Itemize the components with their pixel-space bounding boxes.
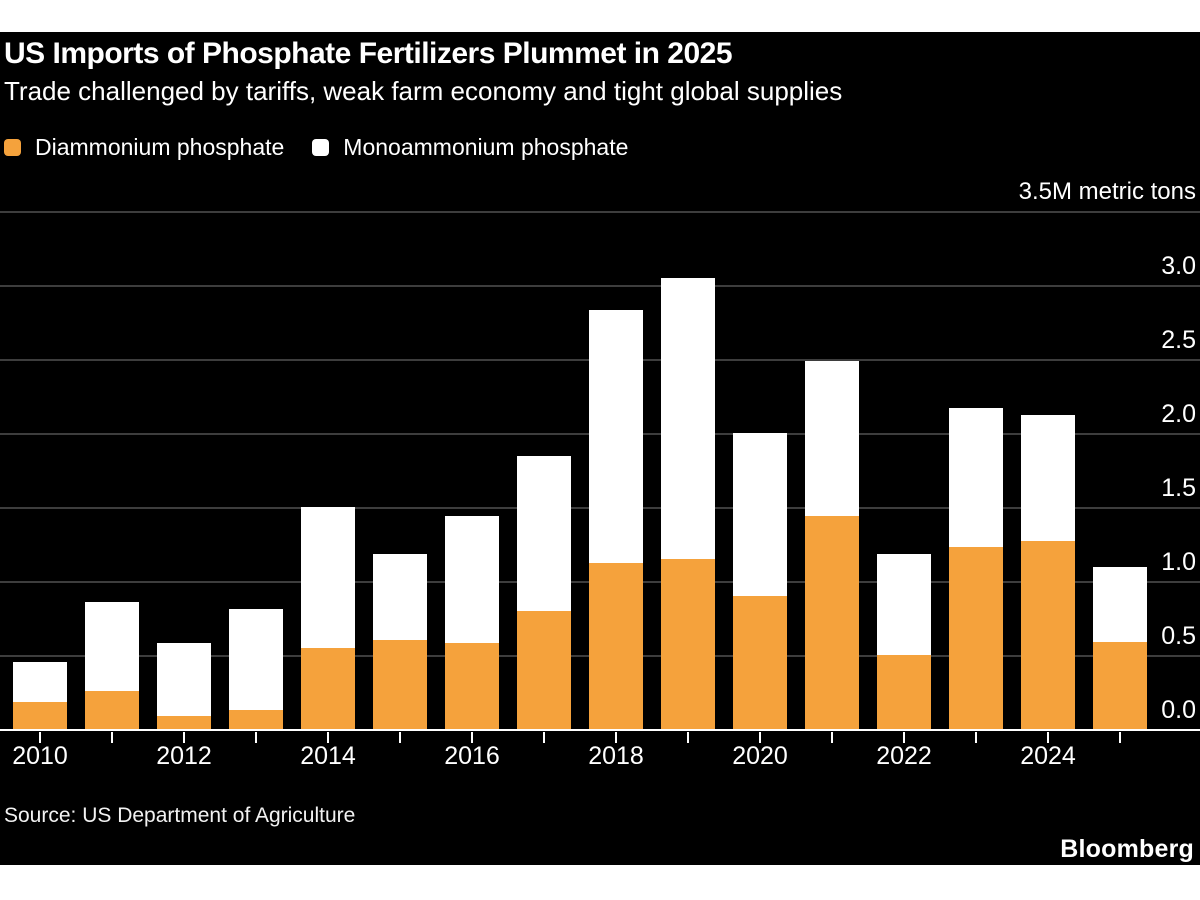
bar-2014-diammonium [301, 648, 355, 729]
x-tick-2016 [471, 732, 473, 743]
x-tick-2011 [111, 732, 113, 743]
x-axis-label-2012: 2012 [156, 742, 212, 770]
bloomberg-logo: Bloomberg [1060, 835, 1194, 863]
x-axis-label-2014: 2014 [300, 742, 356, 770]
legend: Diammonium phosphate Monoammonium phosph… [4, 134, 628, 161]
source-note: Source: US Department of Agriculture [4, 804, 356, 827]
x-axis-label-2018: 2018 [588, 742, 644, 770]
bar-2010-monoammonium [13, 662, 67, 702]
plot-area: 0.0 0.5 1.0 1.5 2.0 2.5 3.0 2010 2012 2014 2016 201… [0, 32, 1200, 865]
chart-subtitle: Trade challenged by tariffs, weak farm e… [4, 76, 843, 106]
x-tick-2012 [183, 732, 185, 743]
y-tick-label-0.0: 0.0 [1161, 696, 1196, 724]
bar-2022-monoammonium [877, 554, 931, 655]
bar-2019-monoammonium [661, 278, 715, 559]
bar-2015-diammonium [373, 640, 427, 729]
bar-2014-monoammonium [301, 507, 355, 648]
x-axis-label-2024: 2024 [1020, 742, 1076, 770]
bar-2021-diammonium [805, 516, 859, 729]
bar-2010-diammonium [13, 702, 67, 729]
bar-2012-diammonium [157, 716, 211, 729]
bar-2025-diammonium [1093, 642, 1147, 729]
bar-2018-diammonium [589, 563, 643, 729]
y-tick-label-0.5: 0.5 [1161, 622, 1196, 650]
x-tick-2022 [903, 732, 905, 743]
gridline-3.5 [0, 211, 1200, 213]
bar-2022-diammonium [877, 655, 931, 729]
bar-2019-diammonium [661, 559, 715, 729]
gridline-3.0 [0, 285, 1200, 287]
y-axis-unit-label: 3.5M metric tons [1018, 178, 1196, 205]
y-tick-label-1.0: 1.0 [1161, 548, 1196, 576]
x-tick-2023 [975, 732, 977, 743]
y-tick-label-2.0: 2.0 [1161, 400, 1196, 428]
x-axis-label-2010: 2010 [12, 742, 68, 770]
bar-2015-monoammonium [373, 554, 427, 640]
bar-2017-monoammonium [517, 456, 571, 611]
x-tick-2013 [255, 732, 257, 743]
chart-canvas: US Imports of Phosphate Fertilizers Plum… [0, 32, 1200, 865]
y-tick-label-3.0: 3.0 [1161, 252, 1196, 280]
bar-2016-monoammonium [445, 516, 499, 643]
bar-2025-monoammonium [1093, 567, 1147, 642]
bar-2024-diammonium [1021, 541, 1075, 729]
x-axis-baseline [0, 729, 1200, 731]
bar-2013-diammonium [229, 710, 283, 729]
x-tick-2019 [687, 732, 689, 743]
x-tick-2014 [327, 732, 329, 743]
x-axis-label-2020: 2020 [732, 742, 788, 770]
bar-2016-diammonium [445, 643, 499, 729]
x-axis-label-2016: 2016 [444, 742, 500, 770]
bar-2012-monoammonium [157, 643, 211, 716]
bar-2020-diammonium [733, 596, 787, 729]
bottom-margin-strip [0, 865, 1200, 900]
x-tick-2020 [759, 732, 761, 743]
x-tick-2015 [399, 732, 401, 743]
y-tick-label-1.5: 1.5 [1161, 474, 1196, 502]
bar-2020-monoammonium [733, 433, 787, 596]
chart-title: US Imports of Phosphate Fertilizers Plum… [4, 37, 733, 70]
y-tick-label-2.5: 2.5 [1161, 326, 1196, 354]
legend-label-diammonium: Diammonium phosphate [35, 134, 285, 160]
bar-2024-monoammonium [1021, 415, 1075, 541]
x-tick-2010 [39, 732, 41, 743]
bar-2021-monoammonium [805, 361, 859, 516]
bar-2011-diammonium [85, 691, 139, 729]
legend-item-monoammonium: Monoammonium phosphate [312, 134, 628, 161]
legend-item-diammonium: Diammonium phosphate [4, 134, 284, 161]
x-tick-2021 [831, 732, 833, 743]
bar-2018-monoammonium [589, 310, 643, 563]
bar-2013-monoammonium [229, 609, 283, 710]
x-tick-2017 [543, 732, 545, 743]
bar-2017-diammonium [517, 611, 571, 729]
x-tick-2024 [1047, 732, 1049, 743]
top-margin-strip [0, 0, 1200, 32]
monoammonium-swatch-icon [312, 139, 330, 156]
x-tick-2018 [615, 732, 617, 743]
bar-2023-monoammonium [949, 408, 1003, 547]
x-tick-2025 [1119, 732, 1121, 743]
legend-label-monoammonium: Monoammonium phosphate [343, 134, 629, 160]
bar-2023-diammonium [949, 547, 1003, 729]
bar-2011-monoammonium [85, 602, 139, 691]
x-axis-label-2022: 2022 [876, 742, 932, 770]
diammonium-swatch-icon [4, 139, 21, 156]
